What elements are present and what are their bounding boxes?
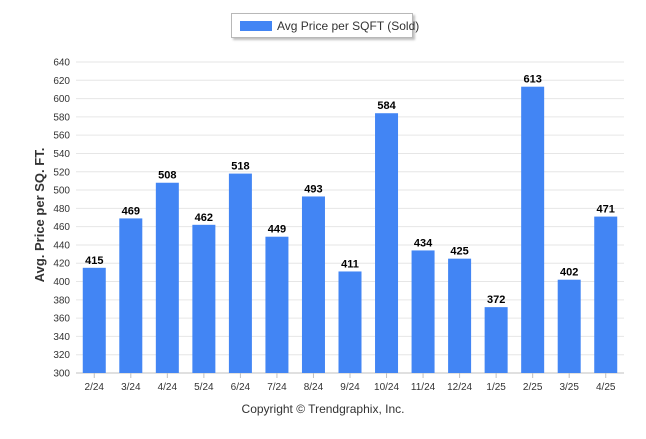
x-tick-label: 7/24 [267,382,287,393]
legend[interactable]: Avg Price per SQFT (Sold) [231,13,419,38]
data-label: 425 [450,246,468,258]
y-tick-label: 340 [53,332,70,343]
bar-7-24[interactable] [265,236,289,373]
bar-11-24[interactable] [411,250,435,373]
y-tick-label: 540 [53,149,70,160]
data-label: 434 [414,237,433,249]
y-tick-label: 400 [53,277,70,288]
y-tick-label: 480 [53,204,70,215]
bar-5-24[interactable] [192,224,216,373]
x-tick-label: 4/24 [158,382,178,393]
bar-4-24[interactable] [155,182,179,373]
x-tick-label: 2/25 [523,382,543,393]
y-axis-label: Avg. Price per SQ. FT. [32,148,47,283]
x-tick-label: 12/24 [447,382,472,393]
data-label: 471 [597,204,615,216]
x-tick-label: 8/24 [304,382,324,393]
y-tick-label: 420 [53,259,70,270]
data-label: 469 [122,205,140,217]
legend-swatch [240,21,272,31]
y-tick-label: 600 [53,94,70,105]
y-tick-label: 520 [53,167,70,178]
data-label: 462 [195,212,213,224]
x-tick-label: 6/24 [231,382,251,393]
bar-10-24[interactable] [375,113,399,374]
data-label: 449 [268,224,286,236]
bar-9-24[interactable] [338,271,362,373]
x-tick-label: 3/25 [559,382,579,393]
y-tick-label: 440 [53,240,70,251]
data-labels: 415 469 508 462 518 449 493 411 584 434 425 372 613 4… [85,74,615,306]
y-tick-label: 500 [53,186,70,197]
x-tick-label: 5/24 [194,382,214,393]
data-label: 415 [85,255,103,267]
y-tick-label: 320 [53,350,70,361]
x-tick-label: 3/24 [121,382,141,393]
data-label: 372 [487,294,505,306]
bar-2-25[interactable] [521,86,545,374]
x-tick-label: 2/24 [85,382,105,393]
bar-2-24[interactable] [82,267,106,373]
x-tick-label: 4/25 [596,382,616,393]
bar-1-25[interactable] [484,307,508,373]
data-label: 584 [377,100,396,112]
y-tick-label: 460 [53,222,70,233]
y-tick-label: 380 [53,295,70,306]
data-label: 518 [231,161,249,173]
legend-label: Avg Price per SQFT (Sold) [277,19,420,33]
bar-4-25[interactable] [594,216,618,373]
x-tick-label: 1/25 [486,382,506,393]
y-tick-label: 640 [53,58,70,69]
x-tick-label: 10/24 [374,382,399,393]
data-label: 493 [304,183,322,195]
y-tick-label: 560 [53,131,70,142]
bar-6-24[interactable] [228,173,252,373]
bar-3-24[interactable] [119,218,143,373]
y-tick-label: 620 [53,76,70,87]
data-label: 402 [560,267,578,279]
data-label: 508 [158,170,176,182]
y-tick-label: 580 [53,112,70,123]
bar-3-25[interactable] [557,279,581,373]
data-label: 613 [523,74,541,86]
x-axis-ticks: 2/24 3/24 4/24 5/24 6/24 7/24 8/24 9/24 10/24 11/… [85,373,616,393]
x-tick-label: 11/24 [411,382,436,393]
data-label: 411 [341,258,359,270]
y-axis-ticks: 300 320 340 360 380 400 420 440 460 480 500 520 540 5… [53,58,70,380]
x-tick-label: 9/24 [340,382,360,393]
y-tick-label: 360 [53,314,70,325]
bar-8-24[interactable] [301,196,325,373]
bars [82,86,618,374]
y-tick-label: 300 [53,369,70,380]
bar-12-24[interactable] [448,258,472,373]
copyright-footer: Copyright © Trendgraphix, Inc. [241,402,405,416]
